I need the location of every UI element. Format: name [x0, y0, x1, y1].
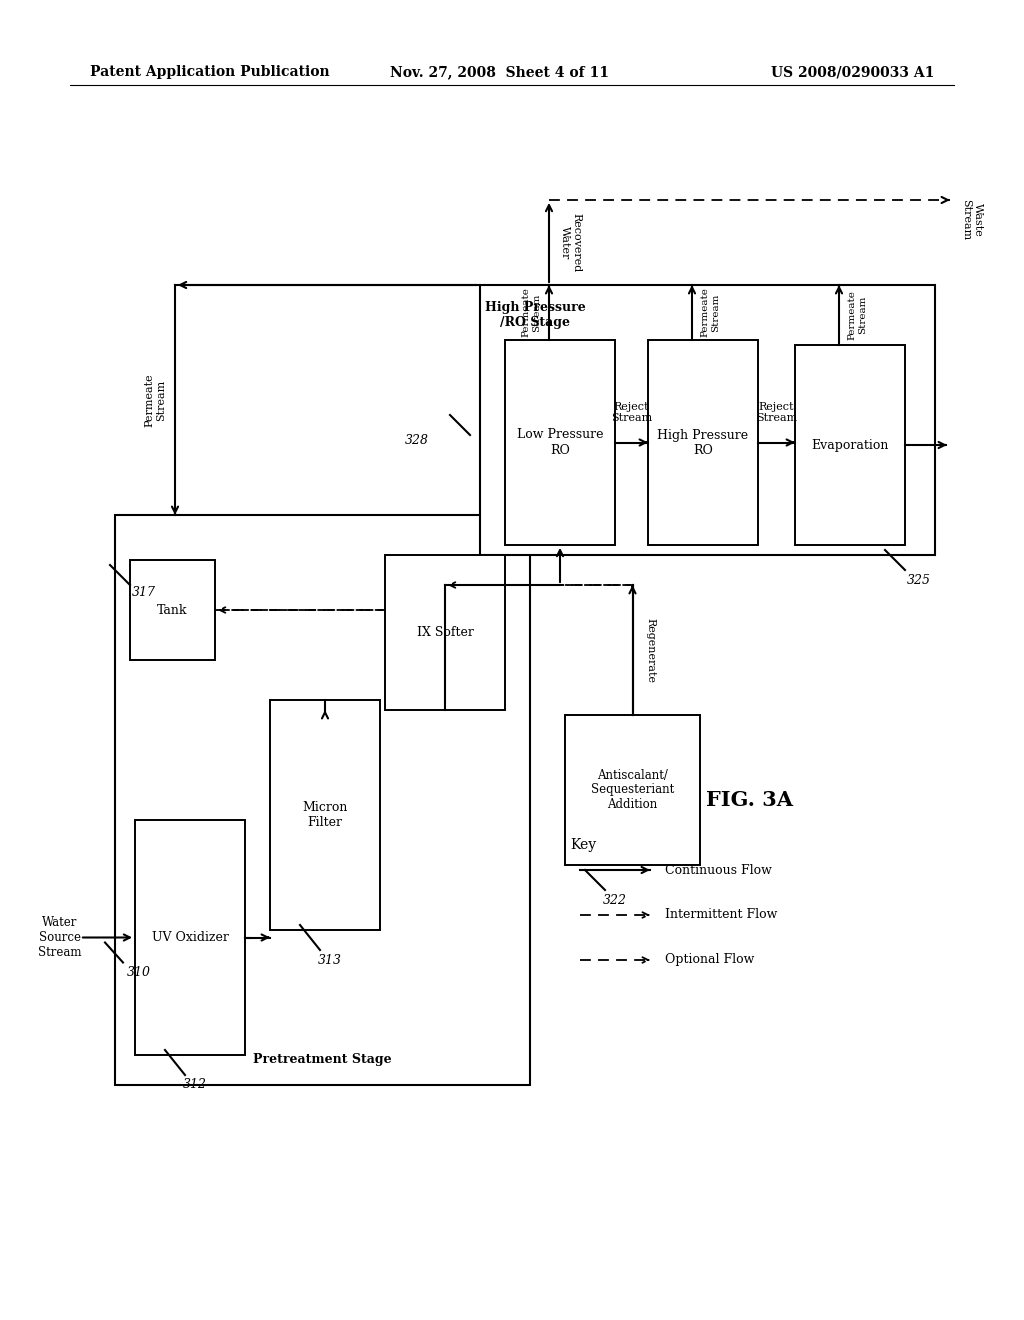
Text: 312: 312: [183, 1078, 207, 1092]
Text: 310: 310: [127, 966, 151, 979]
Bar: [795, 345, 905, 545]
Text: Reject
Stream: Reject Stream: [756, 401, 797, 424]
Text: Continuous Flow: Continuous Flow: [665, 863, 772, 876]
Text: Evaporation: Evaporation: [811, 438, 889, 451]
Bar: [648, 341, 758, 545]
Bar: [385, 554, 505, 710]
Bar: [505, 341, 615, 545]
Text: Optional Flow: Optional Flow: [665, 953, 755, 966]
Text: FIG. 3A: FIG. 3A: [707, 789, 794, 810]
Text: Waste
Stream: Waste Stream: [962, 199, 983, 240]
Text: 322: 322: [603, 894, 627, 907]
Text: 325: 325: [907, 573, 931, 586]
Text: IX Softer: IX Softer: [417, 626, 473, 639]
Text: 313: 313: [318, 953, 342, 966]
Text: Permeate
Stream: Permeate Stream: [144, 374, 166, 426]
Text: Micron
Filter: Micron Filter: [302, 801, 348, 829]
Text: Permeate
Stream: Permeate Stream: [700, 288, 720, 338]
Text: US 2008/0290033 A1: US 2008/0290033 A1: [771, 65, 934, 79]
Text: Recovered
Water: Recovered Water: [560, 213, 582, 272]
Text: Water
Source
Stream: Water Source Stream: [38, 916, 82, 960]
Text: 328: 328: [406, 433, 429, 446]
Text: Pretreatment Stage: Pretreatment Stage: [253, 1053, 392, 1067]
Text: 317: 317: [132, 586, 156, 599]
Bar: [565, 715, 700, 865]
Bar: [480, 285, 935, 554]
Text: Intermittent Flow: Intermittent Flow: [665, 908, 777, 921]
Text: Tank: Tank: [158, 603, 187, 616]
Text: Permeate
Stream: Permeate Stream: [847, 290, 866, 341]
Bar: [270, 700, 380, 931]
Bar: [115, 515, 530, 1085]
Text: Regenerate: Regenerate: [645, 618, 655, 682]
Text: Low Pressure
RO: Low Pressure RO: [517, 429, 603, 457]
Text: High Pressure
RO: High Pressure RO: [657, 429, 749, 457]
Text: Permeate
Stream: Permeate Stream: [521, 288, 541, 338]
Text: Patent Application Publication: Patent Application Publication: [90, 65, 330, 79]
Bar: [135, 820, 245, 1055]
Text: Antiscalant/
Sequesteriant
Addition: Antiscalant/ Sequesteriant Addition: [591, 768, 674, 812]
Text: Reject
Stream: Reject Stream: [611, 401, 652, 424]
Text: Key: Key: [570, 838, 596, 851]
Text: High Pressure
/RO Stage: High Pressure /RO Stage: [484, 301, 586, 329]
Text: Nov. 27, 2008  Sheet 4 of 11: Nov. 27, 2008 Sheet 4 of 11: [390, 65, 609, 79]
Bar: [130, 560, 215, 660]
Text: UV Oxidizer: UV Oxidizer: [152, 931, 228, 944]
